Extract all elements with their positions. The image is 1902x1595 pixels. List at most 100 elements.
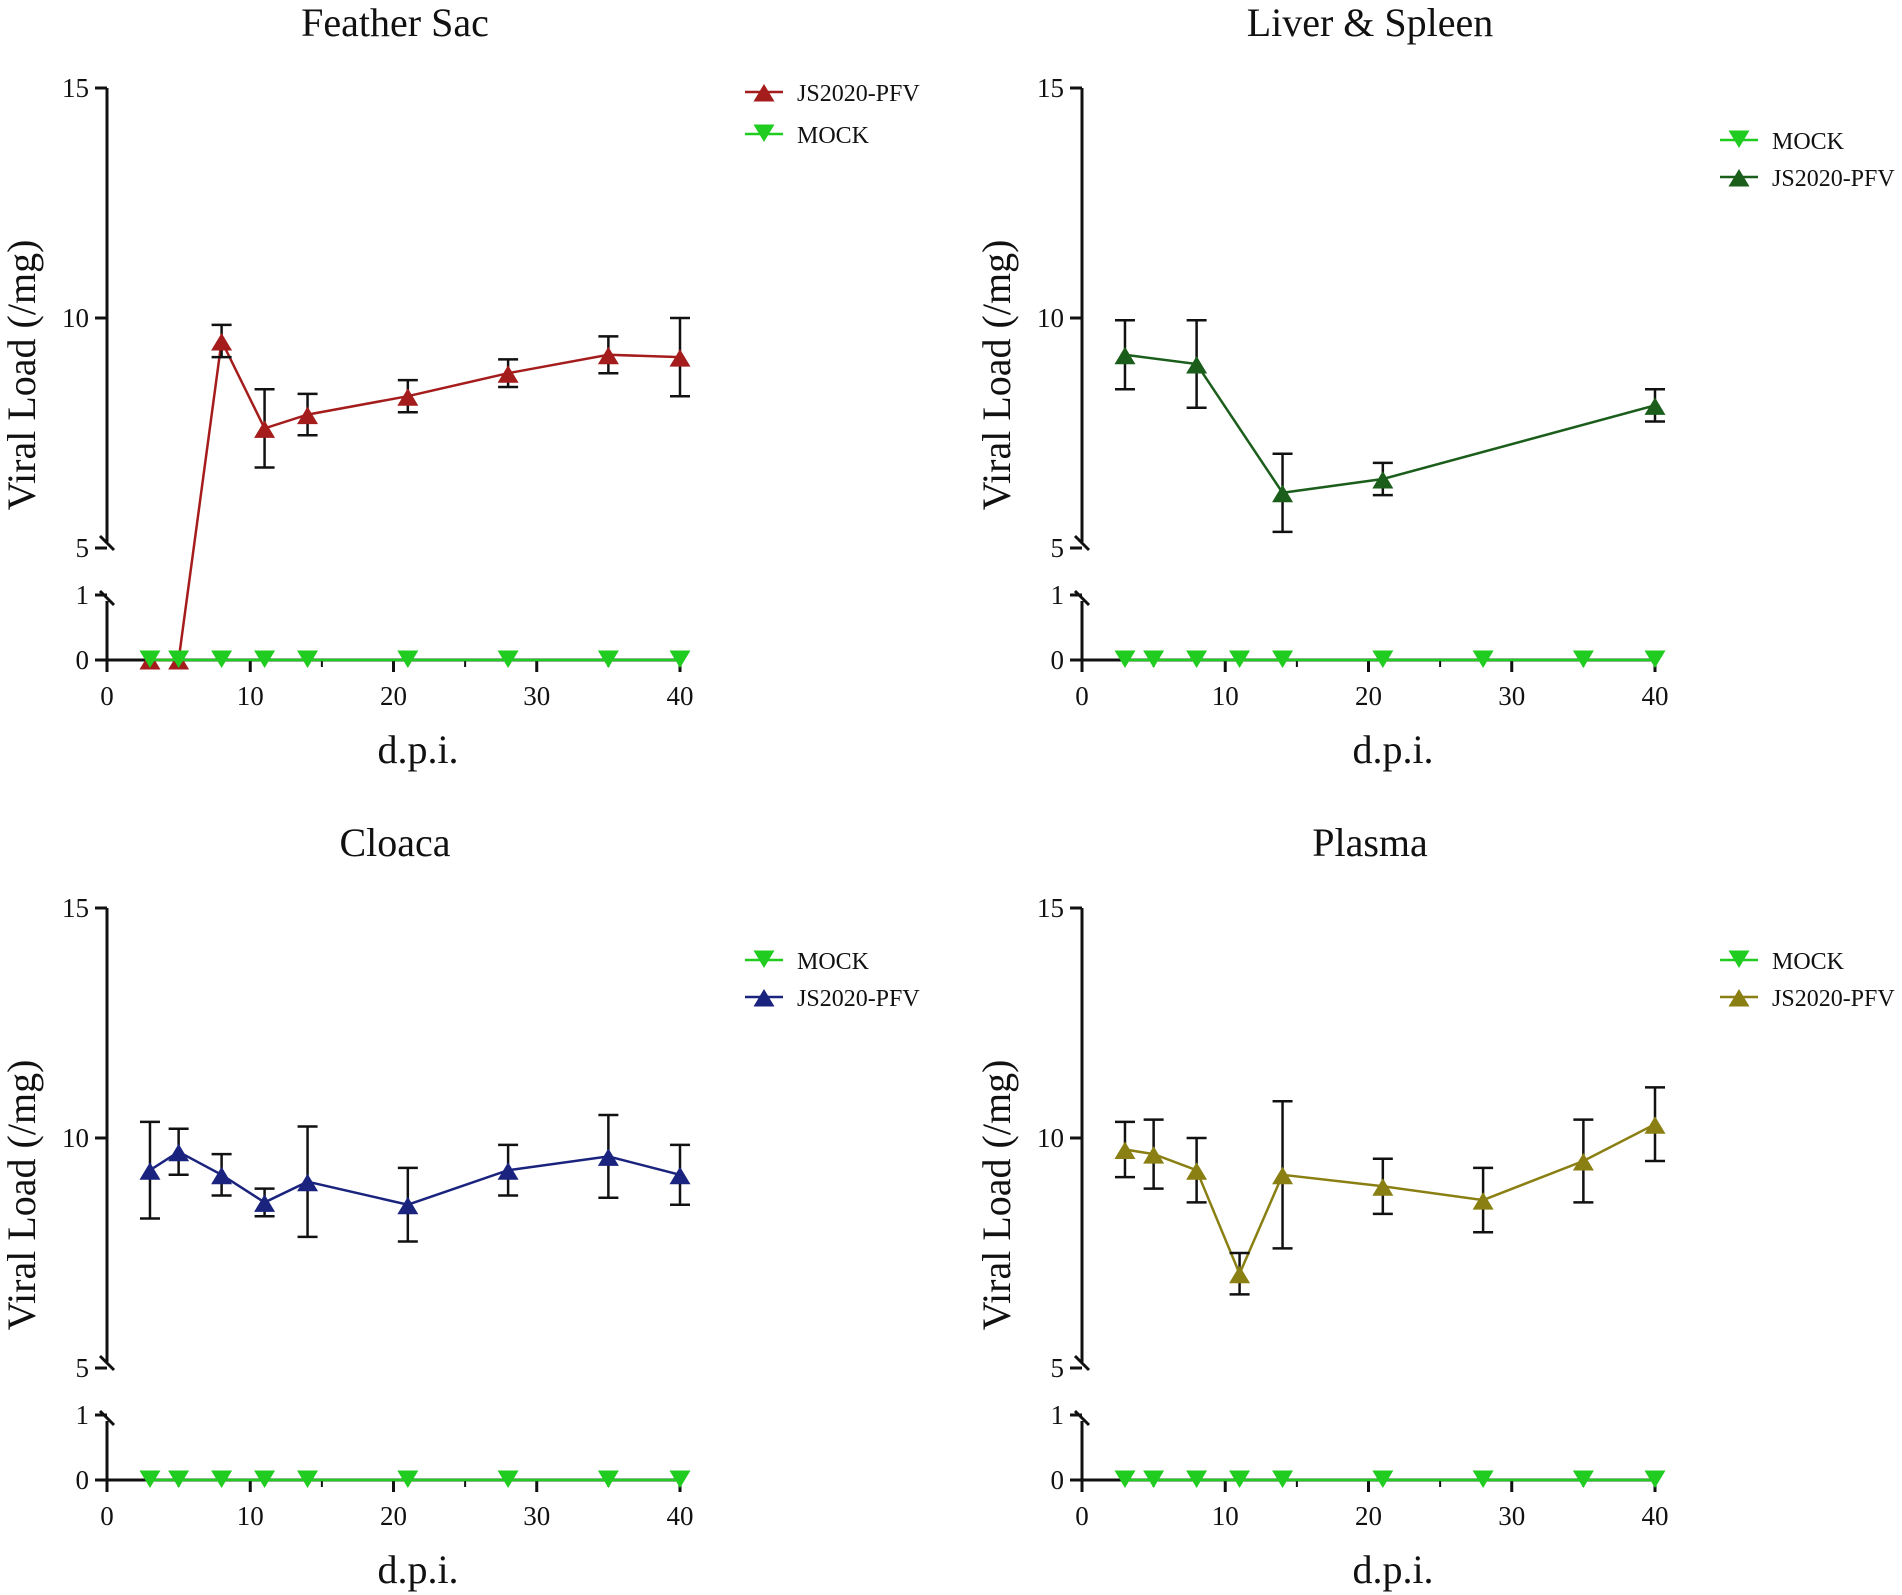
y-axis-label: Viral Load (/mg) <box>974 1060 1019 1331</box>
y-tick-label: 1 <box>1051 580 1065 610</box>
data-point <box>139 1162 161 1180</box>
x-tick-label: 30 <box>1498 681 1525 711</box>
legend: MOCK JS2020-PFV <box>745 949 920 1012</box>
data-point <box>1644 1470 1666 1488</box>
data-point <box>1229 1265 1251 1284</box>
series-mock <box>139 1470 691 1488</box>
x-tick-label: 10 <box>1212 681 1239 711</box>
data-point <box>669 1166 691 1185</box>
data-point <box>139 1470 161 1488</box>
series-line <box>149 336 681 662</box>
legend-marker <box>1728 950 1750 968</box>
series-js2020-pfv <box>1114 1086 1666 1296</box>
data-point <box>497 365 519 383</box>
axis-break-mark <box>1073 589 1091 607</box>
legend-label: JS2020-PFV <box>1772 166 1895 192</box>
chart-title: Feather Sac <box>301 0 489 45</box>
legend-marker <box>1728 169 1750 187</box>
legend-label: JS2020-PFV <box>797 986 920 1012</box>
data-point <box>168 1470 190 1488</box>
x-tick-label: 10 <box>237 1501 264 1531</box>
data-point <box>597 650 619 668</box>
y-tick-label: 0 <box>1051 1465 1065 1495</box>
y-tick-label: 10 <box>62 1123 89 1153</box>
axis-break-mark <box>98 1409 116 1427</box>
data-point <box>1644 650 1666 668</box>
data-point <box>1572 1153 1594 1171</box>
y-tick-label: 10 <box>1037 303 1064 333</box>
x-tick-label: 30 <box>523 681 550 711</box>
x-axis-label: d.p.i. <box>377 727 458 772</box>
data-point <box>1272 650 1294 668</box>
legend-marker <box>1728 989 1750 1007</box>
data-point <box>597 346 619 365</box>
series-mock <box>1114 650 1666 668</box>
data-point <box>669 650 691 668</box>
data-point <box>1186 356 1208 374</box>
legend-marker <box>753 950 775 968</box>
data-point <box>211 1166 233 1185</box>
data-point <box>1114 650 1136 668</box>
axis-break-mark <box>98 1354 116 1372</box>
y-tick-label: 0 <box>76 645 90 675</box>
x-axis-label: d.p.i. <box>1352 1547 1433 1592</box>
data-point <box>669 1470 691 1488</box>
legend: JS2020-PFV MOCK <box>745 81 920 149</box>
data-point <box>1229 1470 1251 1488</box>
chart-title: Liver & Spleen <box>1247 0 1494 45</box>
data-point <box>1186 650 1208 668</box>
data-point <box>397 1196 419 1215</box>
data-point <box>1372 1178 1394 1196</box>
legend-label: MOCK <box>1772 949 1845 975</box>
series-mock <box>1114 1470 1666 1488</box>
data-point <box>297 406 319 425</box>
x-tick-label: 40 <box>667 1501 694 1531</box>
data-point <box>1572 1470 1594 1488</box>
data-point <box>1186 1162 1208 1180</box>
axis-break-mark <box>98 589 116 607</box>
data-point <box>1372 471 1394 489</box>
data-point <box>254 650 276 668</box>
y-tick-label: 0 <box>76 1465 90 1495</box>
x-tick-label: 20 <box>380 681 407 711</box>
legend-label: JS2020-PFV <box>1772 986 1895 1012</box>
legend-label: MOCK <box>797 949 870 975</box>
y-tick-label: 5 <box>1051 1353 1065 1383</box>
data-point <box>597 1148 619 1166</box>
data-point <box>1372 1470 1394 1488</box>
data-point <box>1143 650 1165 668</box>
series-line <box>1124 1123 1656 1277</box>
legend-marker <box>753 124 775 142</box>
series-line <box>1124 353 1656 495</box>
data-point <box>397 388 419 406</box>
data-point <box>254 1470 276 1488</box>
data-point <box>1644 397 1666 415</box>
y-tick-label: 5 <box>76 1353 90 1383</box>
series-js2020-pfv <box>139 1113 691 1243</box>
y-tick-label: 15 <box>1037 73 1064 103</box>
legend-marker <box>753 989 775 1007</box>
data-point <box>1272 1166 1294 1185</box>
data-point <box>669 349 691 367</box>
x-tick-label: 30 <box>1498 1501 1525 1531</box>
axis-break-mark <box>1073 534 1091 552</box>
axis-break-mark <box>1073 1409 1091 1427</box>
data-point <box>297 1470 319 1488</box>
data-point <box>1114 346 1136 365</box>
y-tick-label: 15 <box>62 73 89 103</box>
y-tick-label: 5 <box>76 533 90 563</box>
data-point <box>497 1162 519 1180</box>
y-axis-label: Viral Load (/mg) <box>974 240 1019 511</box>
x-tick-label: 10 <box>1212 1501 1239 1531</box>
data-point <box>397 650 419 668</box>
series-js2020-pfv <box>1114 319 1666 534</box>
data-point <box>211 333 233 351</box>
data-point <box>1143 1146 1165 1164</box>
x-tick-label: 30 <box>523 1501 550 1531</box>
series-js2020-pfv <box>139 316 691 670</box>
data-point <box>397 1470 419 1488</box>
x-tick-label: 40 <box>1642 1501 1669 1531</box>
data-point <box>254 1194 276 1212</box>
